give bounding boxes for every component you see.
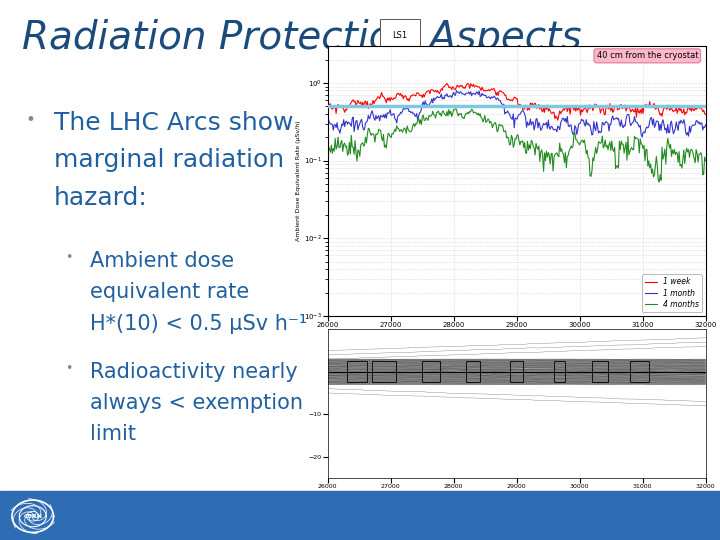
Text: LS1: LS1	[392, 31, 408, 40]
Y-axis label: Ambient Dose Equivalent Rate (μSv/h): Ambient Dose Equivalent Rate (μSv/h)	[296, 120, 301, 241]
1 month	[369, 111, 377, 118]
Text: equivalent rate: equivalent rate	[90, 282, 249, 302]
1 month	[452, 87, 461, 94]
1 month	[597, 129, 606, 135]
1 week	[323, 106, 332, 112]
Text: H*(10) < 0.5 μSv h⁻¹: H*(10) < 0.5 μSv h⁻¹	[90, 314, 307, 334]
Text: CERN: CERN	[23, 514, 42, 519]
4 months	[562, 164, 571, 171]
Text: The LHC Arcs show: The LHC Arcs show	[54, 111, 294, 134]
Bar	[630, 361, 649, 382]
1 week	[443, 80, 451, 87]
Text: Radioactivity nearly: Radioactivity nearly	[90, 362, 298, 382]
Text: marginal radiation: marginal radiation	[54, 148, 284, 172]
4 months	[597, 139, 606, 145]
1 week	[598, 106, 607, 112]
1 month	[446, 93, 455, 99]
Line: 1 month: 1 month	[328, 91, 706, 137]
Line: 4 months: 4 months	[328, 109, 706, 182]
Text: •: •	[25, 111, 35, 129]
4 months	[451, 105, 460, 112]
Text: always < exemption: always < exemption	[90, 393, 303, 413]
1 week	[600, 111, 608, 118]
Text: 40 cm from the cryostat: 40 cm from the cryostat	[597, 51, 698, 60]
Bar	[592, 361, 608, 382]
Text: •: •	[65, 251, 72, 264]
1 week	[474, 84, 482, 90]
4 months	[474, 110, 482, 117]
X-axis label: Z (cm): Z (cm)	[505, 329, 528, 336]
1 week	[701, 111, 710, 118]
Bar	[510, 361, 523, 382]
Text: Radiation Protection Aspects: Radiation Protection Aspects	[22, 19, 581, 57]
1 month	[562, 119, 571, 126]
Bar	[0, 491, 720, 540]
4 months	[701, 157, 710, 164]
Legend: 1 week, 1 month, 4 months: 1 week, 1 month, 4 months	[642, 274, 702, 312]
Text: limit: limit	[90, 424, 136, 444]
1 month	[701, 122, 710, 128]
1 month	[474, 91, 482, 98]
1 month	[599, 120, 608, 126]
Bar	[554, 361, 565, 382]
Bar	[346, 361, 367, 382]
Bar	[372, 361, 396, 382]
1 week	[563, 109, 572, 115]
4 months	[446, 108, 455, 114]
Bar	[466, 361, 480, 382]
1 week	[447, 86, 456, 93]
Text: Ambient dose: Ambient dose	[90, 251, 234, 271]
1 month	[323, 125, 332, 132]
Bar	[422, 361, 441, 382]
4 months	[599, 145, 608, 151]
Text: •: •	[65, 362, 72, 375]
Line: 1 week: 1 week	[328, 84, 706, 120]
1 week	[369, 97, 377, 104]
Text: hazard:: hazard:	[54, 186, 148, 210]
4 months	[369, 131, 377, 137]
1 week	[554, 117, 562, 124]
1 month	[638, 134, 647, 140]
4 months	[323, 146, 332, 152]
4 months	[655, 179, 664, 185]
